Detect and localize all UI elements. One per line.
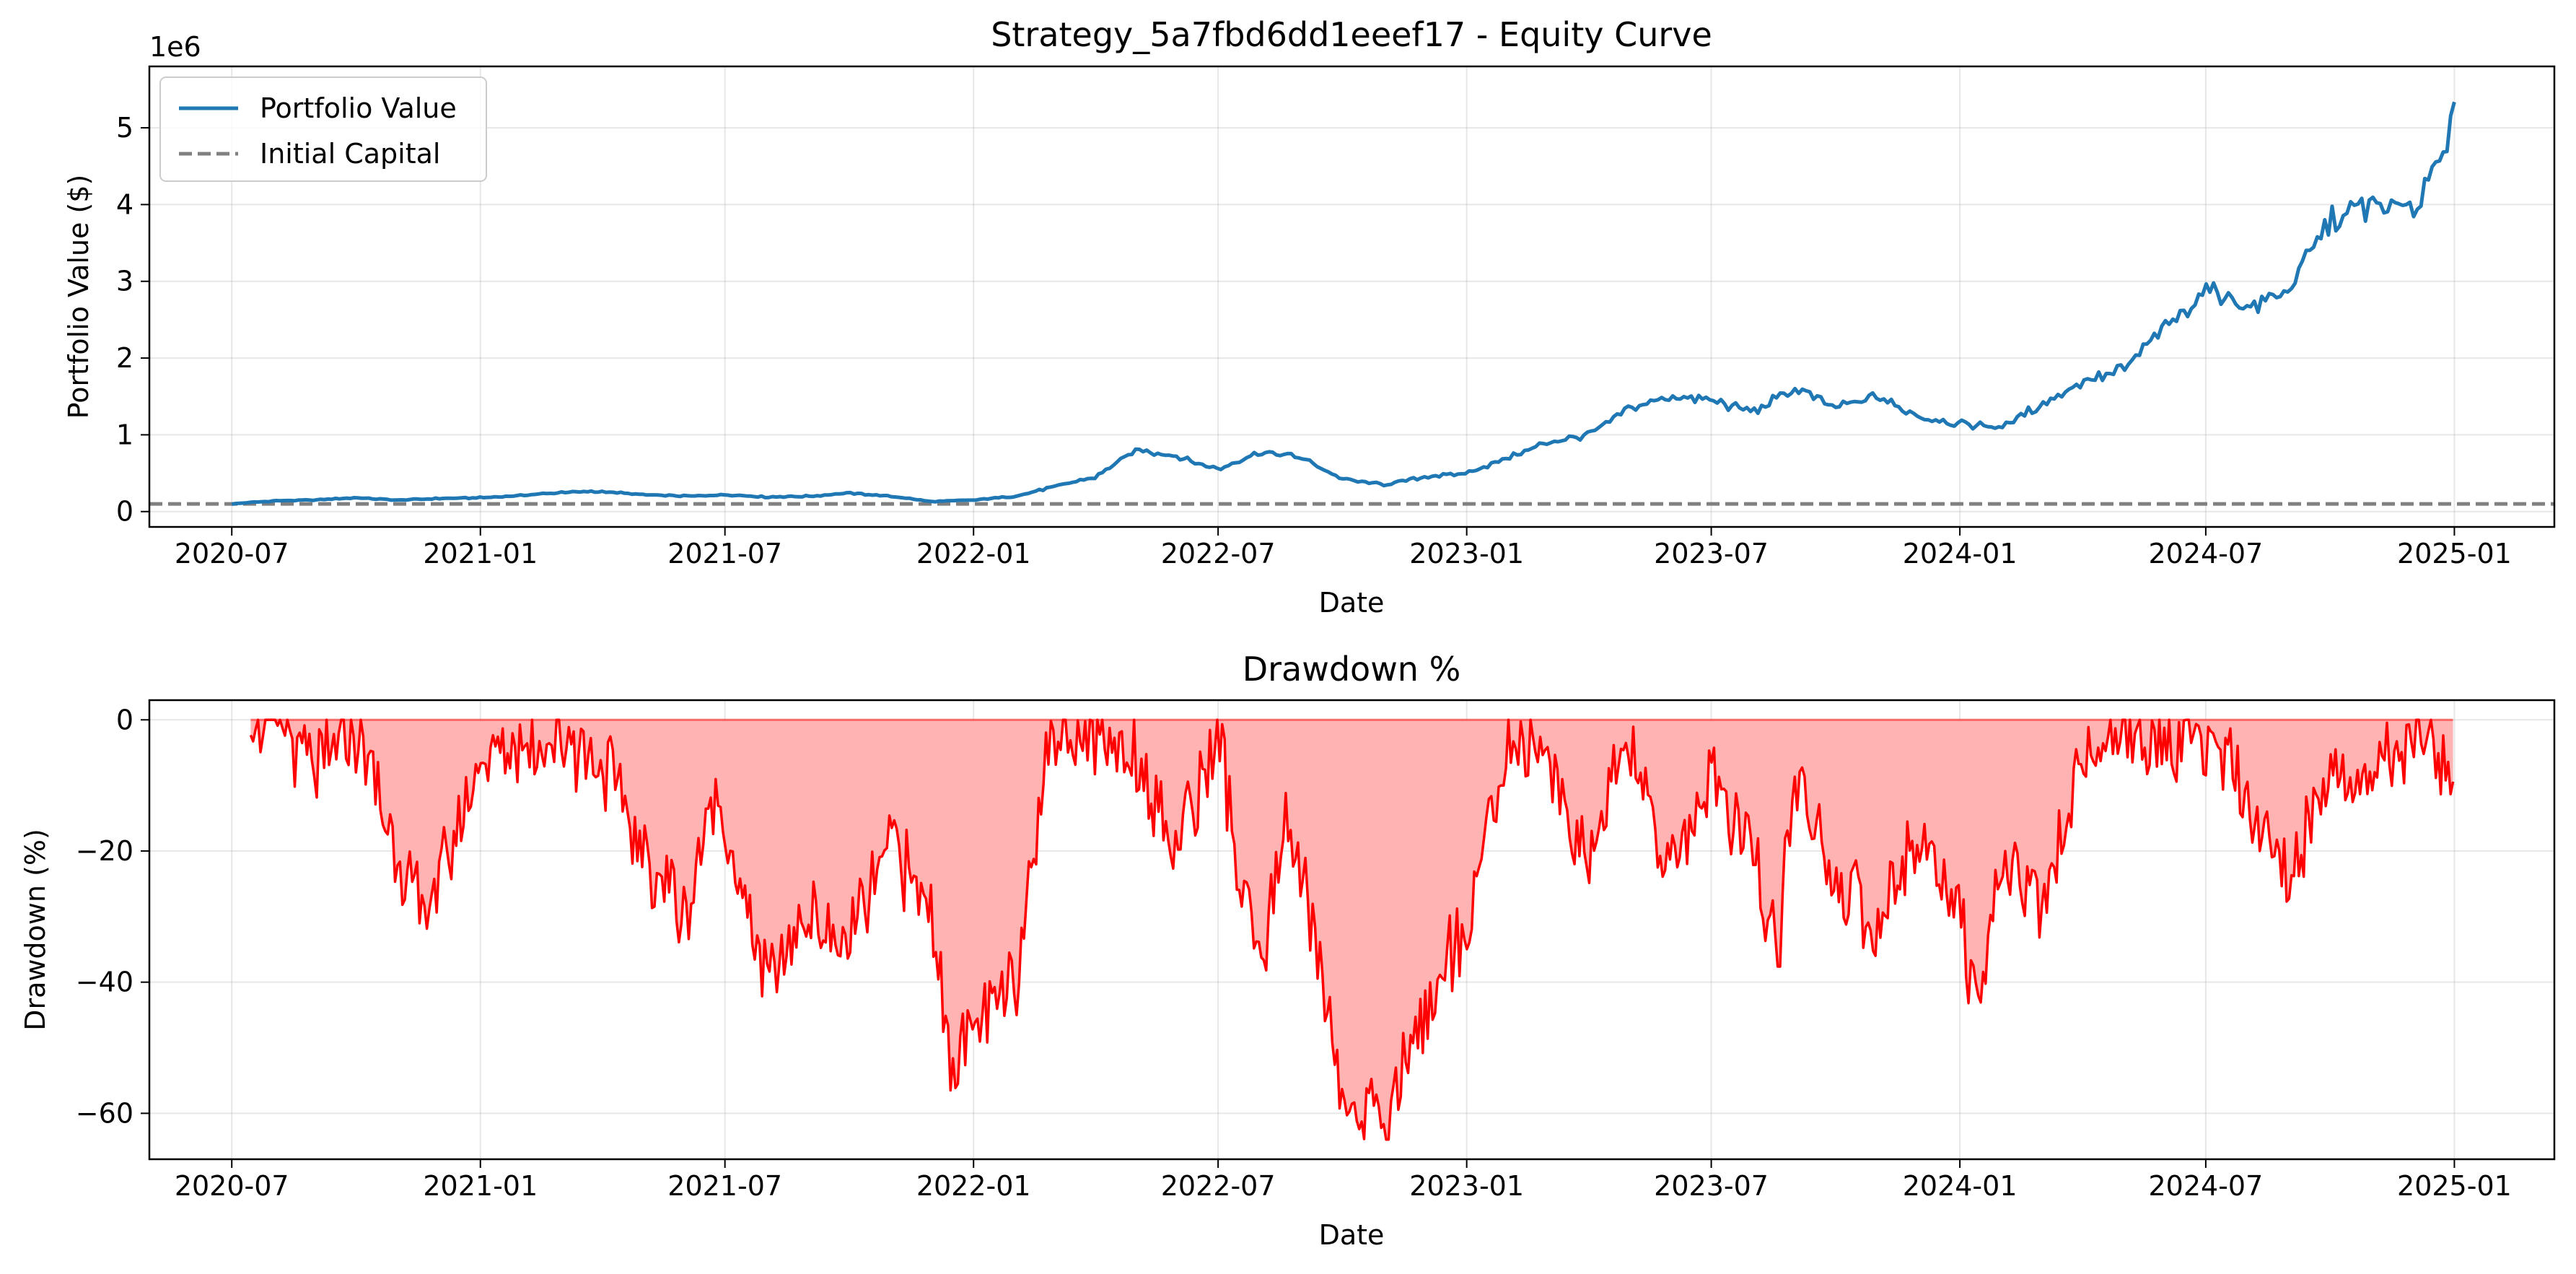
equity-x-axis: 2020-07 2021-01 2021-07 2022-01 2022-07 2023-… — [175, 527, 2512, 570]
drawdown-line — [249, 718, 2455, 1141]
drawdown-y-axis-label: Drawdown (%) — [19, 829, 51, 1031]
legend: Portfolio Value Initial Capital — [159, 77, 487, 182]
x-tick-label: 2021-01 — [423, 538, 538, 570]
y-tick-label: 0 — [116, 496, 133, 528]
x-tick-label: 2020-07 — [175, 1170, 289, 1202]
drawdown-chart-title: Drawdown % — [1243, 650, 1461, 689]
equity-gridlines — [149, 66, 2554, 527]
x-tick-label: 2023-07 — [1654, 1170, 1769, 1202]
drawdown-series-layer — [249, 718, 2455, 1141]
x-tick-label: 2023-01 — [1409, 538, 1524, 570]
y-tick-label: 0 — [116, 704, 133, 736]
portfolio-value-line — [231, 101, 2456, 506]
equity-x-axis-label: Date — [1319, 587, 1385, 619]
x-tick-label: 2021-07 — [667, 538, 782, 570]
x-tick-label: 2021-07 — [667, 1170, 782, 1202]
equity-plot-frame — [148, 65, 2556, 528]
y-tick-label: 2 — [116, 342, 133, 374]
y-tick-label: 1 — [116, 419, 133, 450]
x-tick-label: 2025-01 — [2397, 538, 2512, 570]
y-tick-label: 4 — [116, 188, 133, 220]
drawdown-plot-frame — [148, 699, 2556, 1161]
x-tick-label: 2024-01 — [1903, 1170, 2018, 1202]
x-tick-label: 2022-07 — [1161, 538, 1276, 570]
x-tick-label: 2023-07 — [1654, 538, 1769, 570]
y-tick-label: 3 — [116, 266, 133, 297]
drawdown-x-axis-label: Date — [1319, 1219, 1385, 1251]
y-tick-label: −60 — [76, 1097, 133, 1129]
legend-box — [159, 77, 487, 182]
equity-y-axis: 0 1 2 3 4 5 — [116, 112, 149, 528]
x-tick-label: 2022-01 — [916, 538, 1031, 570]
equity-y-axis-label: Portfolio Value ($) — [63, 175, 95, 419]
drawdown-chart: Drawdown % 2020-07 2021-01 2021-07 2022-01 2… — [19, 650, 2556, 1251]
x-tick-label: 2025-01 — [2397, 1170, 2512, 1202]
y-axis-exponent-label: 1e6 — [149, 31, 201, 63]
x-tick-label: 2023-01 — [1409, 1170, 1524, 1202]
x-tick-label: 2024-07 — [2149, 1170, 2264, 1202]
equity-chart-title: Strategy_5a7fbd6dd1eeef17 - Equity Curve — [991, 15, 1712, 54]
x-tick-label: 2024-01 — [1903, 538, 2018, 570]
drawdown-area — [250, 720, 2453, 1140]
y-tick-label: −20 — [76, 835, 133, 867]
equity-chart: Strategy_5a7fbd6dd1eeef17 - Equity Curve… — [63, 15, 2556, 619]
x-tick-label: 2020-07 — [175, 538, 289, 570]
drawdown-x-axis: 2020-07 2021-01 2021-07 2022-01 2022-07 2023-… — [175, 1159, 2512, 1202]
x-tick-label: 2022-07 — [1161, 1170, 1276, 1202]
x-tick-label: 2021-01 — [423, 1170, 538, 1202]
drawdown-y-axis: 0 −20 −40 −60 — [76, 704, 149, 1129]
equity-series-layer — [149, 101, 2554, 506]
legend-label-initial-capital: Initial Capital — [260, 138, 440, 170]
legend-label-portfolio-value: Portfolio Value — [260, 92, 457, 124]
x-tick-label: 2024-07 — [2149, 538, 2264, 570]
y-tick-label: −40 — [76, 967, 133, 998]
y-tick-label: 5 — [116, 112, 133, 144]
x-tick-label: 2022-01 — [916, 1170, 1031, 1202]
